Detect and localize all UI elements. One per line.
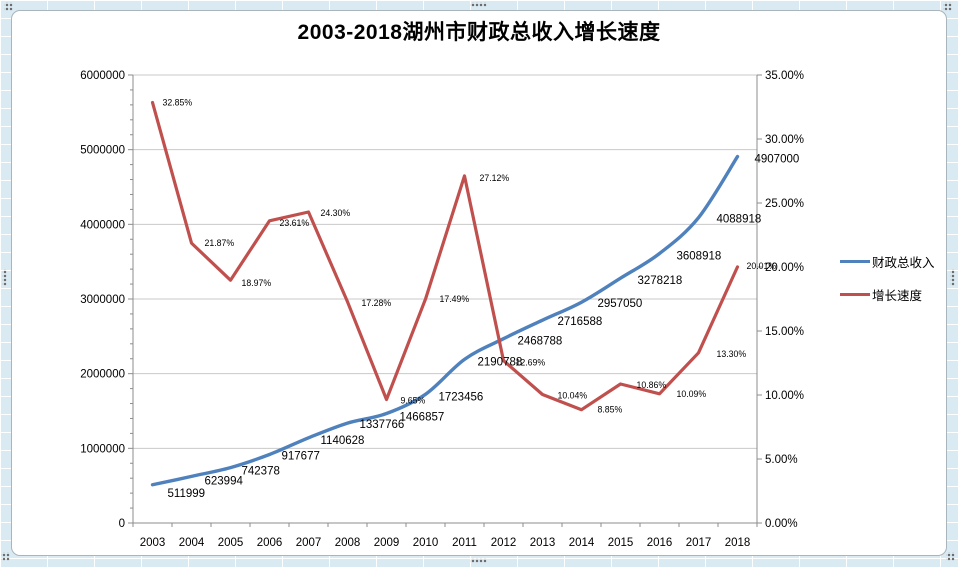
growth-data-label: 32.85% [163, 98, 193, 108]
growth-data-label: 21.87% [205, 238, 235, 248]
revenue-data-label: 4088918 [717, 214, 762, 226]
growth-line-swatch [840, 293, 870, 296]
selection-handle-left-middle[interactable] [2, 269, 7, 286]
growth-data-label: 17.49% [440, 294, 470, 304]
x-axis-category-label: 2012 [491, 537, 517, 549]
growth-data-label: 12.69% [516, 358, 546, 368]
revenue-data-label: 2190788 [478, 356, 523, 368]
revenue-data-label: 917677 [282, 450, 320, 462]
selection-handle-top-middle[interactable] [470, 2, 487, 7]
x-axis-category-label: 2009 [374, 537, 400, 549]
x-axis-category-label: 2005 [218, 537, 244, 549]
growth-data-label: 20.01% [747, 261, 777, 271]
selection-handle-top-left[interactable] [4, 2, 13, 11]
y-axis-right-tick-label: 10.00% [765, 390, 804, 402]
y-axis-right-tick-label: 0.00% [765, 518, 798, 530]
legend-item-revenue[interactable]: 财政总收入 [840, 252, 935, 271]
selection-handle-right-middle[interactable] [950, 269, 955, 286]
selection-handle-bottom-left[interactable] [1, 552, 10, 561]
revenue-data-label: 742378 [242, 466, 280, 478]
growth-data-label: 18.97% [242, 278, 272, 288]
y-axis-left-tick-label: 0 [119, 518, 125, 530]
revenue-data-label: 511999 [168, 488, 206, 500]
revenue-line-swatch [840, 260, 870, 263]
legend-label-growth: 增长速度 [872, 289, 923, 303]
x-axis-category-label: 2010 [413, 537, 439, 549]
legend-item-growth[interactable]: 增长速度 [840, 285, 935, 304]
revenue-data-label: 1140628 [321, 435, 365, 447]
x-axis-category-label: 2008 [335, 537, 361, 549]
x-axis-category-label: 2007 [296, 537, 322, 549]
x-axis-category-label: 2014 [569, 537, 595, 549]
y-axis-left-tick-label: 2000000 [80, 369, 125, 381]
x-axis-category-label: 2013 [530, 537, 556, 549]
y-axis-left-tick-label: 4000000 [80, 219, 125, 231]
revenue-data-label: 1337766 [360, 419, 405, 431]
revenue-data-label: 3278218 [638, 275, 683, 287]
chart-area[interactable] [11, 10, 947, 556]
growth-data-label: 10.09% [677, 389, 707, 399]
x-axis-category-label: 2017 [686, 537, 712, 549]
y-axis-right-tick-label: 5.00% [765, 454, 798, 466]
revenue-data-label: 2957050 [598, 298, 643, 310]
y-axis-left-tick-label: 6000000 [80, 70, 125, 82]
growth-data-label: 27.12% [480, 173, 510, 183]
x-axis-category-label: 2004 [179, 537, 205, 549]
revenue-series-line[interactable] [150, 154, 740, 487]
y-axis-left-tick-label: 5000000 [80, 145, 125, 157]
y-axis-left-tick-label: 3000000 [80, 294, 125, 306]
growth-data-label: 24.30% [321, 208, 351, 218]
legend-label-revenue: 财政总收入 [872, 256, 935, 270]
y-axis-right-tick-label: 35.00% [765, 70, 804, 82]
selection-handle-bottom-middle[interactable] [470, 558, 487, 563]
y-axis-right-tick-label: 25.00% [765, 198, 804, 210]
y-axis-right-tick-label: 30.00% [765, 134, 804, 146]
growth-data-label: 8.85% [598, 405, 623, 415]
growth-data-label: 10.04% [558, 390, 588, 400]
y-axis-left-tick-label: 1000000 [80, 443, 125, 455]
x-axis-category-label: 2011 [452, 537, 477, 549]
chart-title: 2003-2018湖州市财政总收入增长速度 [297, 21, 661, 44]
revenue-data-label: 1723456 [439, 391, 484, 403]
y-axis-right-tick-label: 15.00% [765, 326, 804, 338]
growth-data-label: 9.65% [401, 395, 426, 405]
growth-data-label: 10.86% [637, 380, 667, 390]
x-axis-category-label: 2006 [257, 537, 283, 549]
growth-data-label: 17.28% [362, 298, 392, 308]
y-axis-right-tick-label: 20.00% [765, 262, 804, 274]
x-axis-category-label: 2016 [647, 537, 673, 549]
revenue-data-label: 2716588 [558, 316, 603, 328]
revenue-data-label: 2468788 [518, 336, 563, 348]
revenue-data-label: 3608918 [677, 251, 722, 263]
growth-data-label: 23.61% [280, 218, 310, 228]
revenue-data-label: 4907000 [755, 154, 800, 166]
chart-legend: 财政总收入 增长速度 [840, 252, 935, 304]
selection-handle-bottom-right[interactable] [946, 552, 955, 561]
revenue-data-label: 623994 [205, 475, 244, 487]
growth-data-label: 13.30% [717, 349, 747, 359]
selection-handle-top-right[interactable] [943, 2, 952, 11]
x-axis-category-label: 2015 [608, 537, 634, 549]
growth-series-line[interactable] [150, 100, 740, 412]
x-axis-category-label: 2018 [725, 537, 751, 549]
revenue-data-label: 1466857 [400, 411, 445, 423]
x-axis-category-label: 2003 [140, 537, 166, 549]
